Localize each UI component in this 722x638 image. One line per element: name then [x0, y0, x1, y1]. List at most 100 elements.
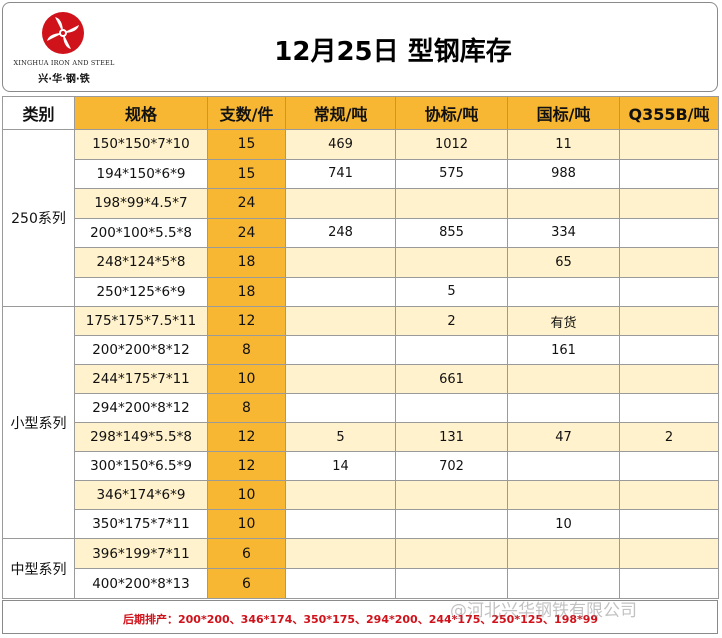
- association-tonnage-cell: [395, 393, 508, 423]
- header-row: 类别 规格 支数/件 常规/吨 协标/吨 国标/吨 Q355B/吨: [2, 96, 719, 130]
- regular-tonnage-cell: [285, 276, 396, 307]
- regular-tonnage-cell: 741: [285, 158, 396, 189]
- qty-cell: 15: [207, 129, 286, 160]
- table-row: 中型系列 396*199*7*11 6: [2, 538, 719, 599]
- association-tonnage-cell: 575: [395, 158, 508, 189]
- national-tonnage-cell: [507, 276, 620, 307]
- spec-cell: 400*200*8*13: [74, 568, 208, 599]
- association-tonnage-cell: 5: [395, 276, 508, 307]
- table-row: 200*100*5.5*8 24 248 855 334: [3, 217, 719, 248]
- regular-tonnage-cell: [285, 509, 396, 539]
- qty-cell: 12: [207, 306, 286, 336]
- q355b-tonnage-cell: [619, 364, 719, 394]
- national-tonnage-cell: [507, 188, 620, 219]
- qty-cell: 8: [207, 393, 286, 423]
- spec-cell: 200*200*8*12: [74, 335, 208, 365]
- association-tonnage-cell: [395, 480, 508, 510]
- association-tonnage-cell: [395, 335, 508, 365]
- watermark: @河北兴华钢铁有限公司: [450, 601, 637, 621]
- regular-tonnage-cell: 14: [285, 451, 396, 481]
- association-tonnage-cell: 2: [395, 306, 508, 336]
- association-tonnage-cell: [395, 509, 508, 539]
- regular-tonnage-cell: [285, 393, 396, 423]
- logo-english-text: XINGHUA IRON AND STEEL: [13, 59, 115, 67]
- qty-cell: 18: [207, 247, 286, 278]
- association-tonnage-cell: 702: [395, 451, 508, 481]
- footer-box: 后期排产：200*200、346*174、350*175、294*200、244…: [2, 600, 718, 634]
- column-header-spec: 规格: [74, 96, 208, 130]
- qty-cell: 15: [207, 158, 286, 189]
- table-row: 250*125*6*9 18 5: [3, 276, 719, 307]
- qty-cell: 10: [207, 480, 286, 510]
- company-logo: XINGHUA IRON AND STEEL 兴·华·钢·铁: [9, 11, 119, 89]
- national-tonnage-cell: 988: [507, 158, 620, 189]
- regular-tonnage-cell: [285, 480, 396, 510]
- association-tonnage-cell: 661: [395, 364, 508, 394]
- national-tonnage-cell: 有货: [507, 306, 620, 336]
- column-header-national: 国标/吨: [507, 96, 620, 130]
- spec-cell: 175*175*7.5*11: [74, 306, 208, 336]
- q355b-tonnage-cell: [619, 247, 719, 278]
- spec-cell: 298*149*5.5*8: [74, 422, 208, 452]
- category-cell: 中型系列: [2, 538, 75, 599]
- table-row: 194*150*6*9 15 741 575 988: [3, 158, 719, 189]
- table-row: 小型系列 175*175*7.5*11 12 2 有货: [2, 306, 719, 539]
- regular-tonnage-cell: [285, 538, 396, 569]
- spec-cell: 346*174*6*9: [74, 480, 208, 510]
- spec-cell: 250*125*6*9: [74, 276, 208, 307]
- regular-tonnage-cell: [285, 568, 396, 599]
- spec-cell: 294*200*8*12: [74, 393, 208, 423]
- qty-cell: 10: [207, 364, 286, 394]
- regular-tonnage-cell: 5: [285, 422, 396, 452]
- q355b-tonnage-cell: [619, 451, 719, 481]
- association-tonnage-cell: 855: [395, 217, 508, 248]
- national-tonnage-cell: 161: [507, 335, 620, 365]
- national-tonnage-cell: [507, 538, 620, 569]
- spec-cell: 350*175*7*11: [74, 509, 208, 539]
- logo-chinese-text: 兴·华·钢·铁: [38, 74, 90, 85]
- regular-tonnage-cell: [285, 306, 396, 336]
- table-row: 200*200*8*12 8 161: [3, 335, 719, 365]
- table-row: 350*175*7*11 10 10: [3, 509, 719, 539]
- qty-cell: 18: [207, 276, 286, 307]
- q355b-tonnage-cell: [619, 335, 719, 365]
- national-tonnage-cell: 334: [507, 217, 620, 248]
- column-header-association: 协标/吨: [395, 96, 508, 130]
- column-header-qty: 支数/件: [207, 96, 286, 130]
- q355b-tonnage-cell: [619, 188, 719, 219]
- q355b-tonnage-cell: [619, 480, 719, 510]
- table-row: 250系列 150*150*7*10 15 469 1012 11: [2, 129, 719, 307]
- table-row: 248*124*5*8 18 65: [3, 247, 719, 278]
- q355b-tonnage-cell: [619, 568, 719, 599]
- spec-cell: 396*199*7*11: [74, 538, 208, 569]
- national-tonnage-cell: 47: [507, 422, 620, 452]
- association-tonnage-cell: [395, 568, 508, 599]
- column-header-q355b: Q355B/吨: [619, 96, 719, 130]
- q355b-tonnage-cell: [619, 538, 719, 569]
- category-cell: 250系列: [2, 129, 75, 307]
- qty-cell: 8: [207, 335, 286, 365]
- column-header-category: 类别: [2, 96, 75, 130]
- national-tonnage-cell: [507, 393, 620, 423]
- association-tonnage-cell: 131: [395, 422, 508, 452]
- spec-cell: 150*150*7*10: [74, 129, 208, 160]
- regular-tonnage-cell: [285, 188, 396, 219]
- national-tonnage-cell: [507, 480, 620, 510]
- logo-emblem-icon: [42, 12, 84, 54]
- q355b-tonnage-cell: [619, 276, 719, 307]
- q355b-tonnage-cell: [619, 393, 719, 423]
- table-row: 300*150*6.5*9 12 14 702: [3, 451, 719, 481]
- category-cell: 小型系列: [2, 306, 75, 539]
- q355b-tonnage-cell: [619, 129, 719, 160]
- table-row: 244*175*7*11 10 661: [3, 364, 719, 394]
- qty-cell: 10: [207, 509, 286, 539]
- national-tonnage-cell: 11: [507, 129, 620, 160]
- qty-cell: 12: [207, 451, 286, 481]
- header-box: XINGHUA IRON AND STEEL 兴·华·钢·铁 12月25日 型钢…: [2, 2, 718, 92]
- qty-cell: 12: [207, 422, 286, 452]
- regular-tonnage-cell: 248: [285, 217, 396, 248]
- inventory-table: 类别 规格 支数/件 常规/吨 协标/吨 国标/吨 Q355B/吨 250系列 1…: [2, 96, 719, 599]
- page-title: 12月25日 型钢库存: [274, 37, 512, 67]
- regular-tonnage-cell: 469: [285, 129, 396, 160]
- table-row: 198*99*4.5*7 24: [3, 188, 719, 219]
